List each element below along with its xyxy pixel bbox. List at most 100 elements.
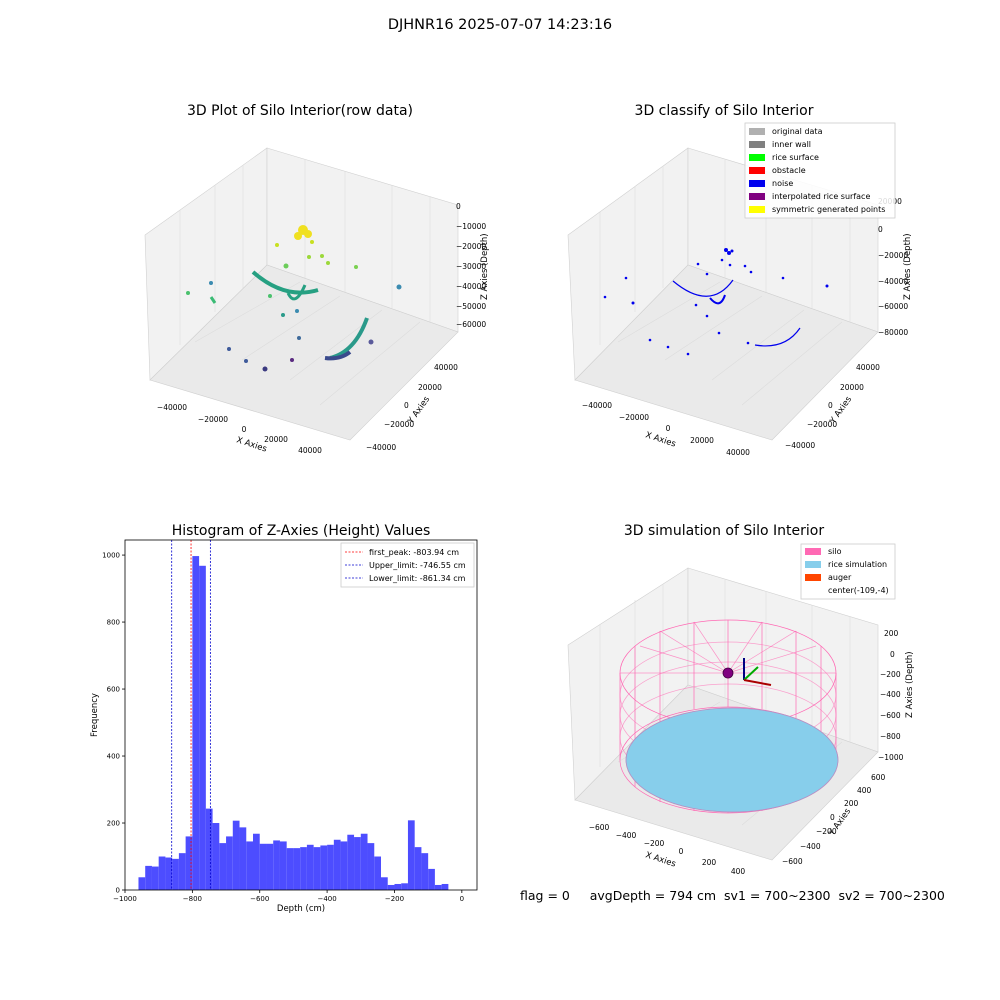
z-tick: −20000 (456, 242, 486, 251)
simulation-3d-ticks: −600 −400 −200 0 200 400 −600 −400 −200 … (589, 629, 904, 876)
z-tick: −60000 (456, 320, 486, 329)
histogram-bar (374, 856, 381, 890)
legend-label-obstacle: obstacle (772, 166, 806, 175)
y-tick: −600 (782, 857, 803, 866)
y-tick-label: 0 (116, 887, 120, 895)
legend-label-center: center(-109,-4) (828, 586, 889, 595)
histogram-bar (320, 845, 328, 890)
histogram-bar (340, 841, 348, 890)
noise-point (696, 262, 700, 266)
histogram-bar (441, 883, 449, 890)
raw-point (320, 254, 324, 258)
classify-3d-ticks: −40000 −20000 0 20000 40000 −40000 −2000… (582, 197, 908, 457)
noise-point (705, 314, 709, 318)
legend-label-rice-simulation: rice simulation (828, 560, 887, 569)
histogram-bar (266, 843, 274, 890)
histogram-bar (259, 843, 267, 890)
raw-point (209, 296, 217, 304)
x-tick: −20000 (198, 415, 228, 424)
auger-marker (722, 658, 772, 686)
avg-depth-text: avgDepth = 794 cm (589, 888, 717, 903)
raw-point (307, 255, 311, 259)
sv1-text: sv1 = 700~2300 (724, 888, 831, 903)
legend-swatch-silo (805, 548, 821, 555)
y-tick: 40000 (856, 363, 880, 372)
noise-point (749, 270, 753, 274)
y-tick-label: 200 (107, 820, 120, 828)
raw-arc-upper (251, 270, 319, 295)
y-tick: 600 (871, 773, 886, 782)
histogram-bar (239, 827, 247, 890)
y-tick: 400 (857, 786, 872, 795)
histogram-bar (151, 866, 159, 890)
y-tick: 0 (404, 401, 409, 410)
auger-center (722, 667, 734, 679)
axis-x-arrow (743, 679, 772, 686)
classify-plot-title: 3D classify of Silo Interior (634, 103, 814, 119)
raw-point (354, 265, 358, 269)
noise-point (631, 301, 635, 305)
histogram-bar (253, 833, 260, 890)
raw-plot-title: 3D Plot of Silo Interior(row data) (186, 103, 414, 119)
raw-point (186, 291, 190, 295)
x-tick-label: 0 (460, 895, 464, 903)
z-tick: −30000 (456, 262, 486, 271)
y-tick-label: 800 (107, 619, 120, 627)
histogram-bar (192, 556, 200, 890)
histogram-bar (327, 844, 334, 890)
y-axis-label: Y Axies (827, 806, 854, 838)
noise-point (666, 345, 670, 349)
y-tick: 40000 (434, 363, 458, 372)
histogram-bar (387, 884, 395, 890)
raw-point (294, 232, 302, 240)
raw-arc-small (286, 284, 307, 301)
histogram-bar (428, 868, 435, 890)
x-tick-label: −1000 (113, 895, 137, 903)
histogram-axes-frame (124, 539, 478, 891)
noise-point (694, 303, 698, 307)
z-tick: −400 (880, 690, 901, 699)
histogram-bar (165, 857, 173, 890)
legend-label-noise: noise (772, 179, 793, 188)
raw-3d-plot: −40000 −20000 0 20000 40000 −40000 −2000… (144, 147, 490, 455)
histogram-bar (421, 853, 429, 890)
histogram-plot: −1000 −800 −600 −400 −200 0 0 200 400 600 800 1000… (90, 539, 478, 914)
histogram-bar (367, 843, 375, 890)
histogram-bar (158, 856, 166, 890)
x-tick: 40000 (298, 446, 322, 455)
histogram-reference-lines (171, 540, 211, 890)
simulation-plot-title: 3D simulation of Silo Interior (623, 523, 825, 539)
histogram-bar (286, 848, 294, 890)
x-tick: 0 (242, 425, 247, 434)
classify-legend: original data inner wall rice surface ob… (744, 122, 896, 219)
raw-point (326, 261, 330, 265)
y-tick: −400 (800, 842, 821, 851)
noise-point (724, 248, 728, 252)
histogram-y-ticks: 0 200 400 600 800 1000 (102, 552, 125, 895)
histogram-bar (246, 841, 253, 890)
histogram-title: Histogram of Z-Axies (Height) Values (171, 523, 431, 539)
legend-swatch-symmetric (749, 206, 765, 213)
noise-point (746, 341, 750, 345)
histogram-bar (434, 884, 442, 890)
raw-3d-grid (179, 160, 431, 406)
histogram-bar (306, 844, 314, 890)
x-tick-label: −800 (183, 895, 202, 903)
y-tick: −40000 (366, 443, 396, 452)
histogram-bar (232, 820, 240, 890)
z-tick: 0 (878, 225, 883, 234)
legend-swatch-interpolated (749, 193, 765, 200)
raw-point (281, 313, 285, 317)
histogram-bar (205, 808, 213, 890)
histogram-bars (138, 556, 449, 890)
y-tick: 20000 (840, 383, 864, 392)
legend-swatch-rice-surface (749, 154, 765, 161)
x-tick-label: −400 (317, 895, 336, 903)
noise-point (705, 272, 709, 276)
raw-point (275, 243, 279, 247)
noise-point (717, 331, 721, 335)
y-tick: 200 (844, 799, 859, 808)
raw-3d-ticks: −40000 −20000 0 20000 40000 −40000 −2000… (157, 202, 486, 455)
histogram-y-label: Frequency (90, 693, 100, 737)
x-axis-label: X Axies (644, 430, 677, 449)
